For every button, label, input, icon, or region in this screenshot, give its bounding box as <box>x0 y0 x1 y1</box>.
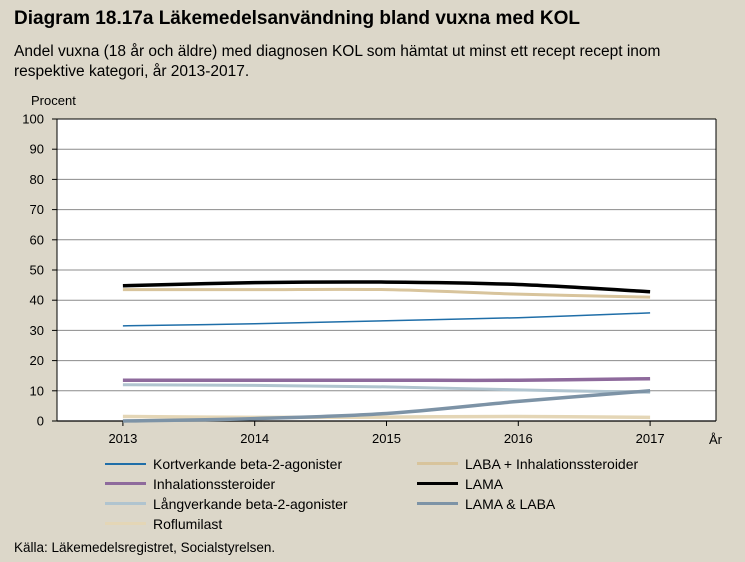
legend-label: Kortverkande beta-2-agonister <box>153 455 343 472</box>
legend-item: LAMA <box>417 474 717 493</box>
x-tick-label: 2014 <box>240 431 269 446</box>
y-tick-label: 10 <box>30 383 44 398</box>
y-tick-label: 40 <box>30 293 44 308</box>
series-line-inhalationssteroider <box>122 376 651 383</box>
y-tick-label: 100 <box>22 112 44 127</box>
series-line-långverkande-beta-2-agonister <box>122 383 651 394</box>
y-tick-label: 0 <box>37 414 44 429</box>
chart-title: Diagram 18.17a Läkemedelsanvändning blan… <box>14 8 580 29</box>
x-axis-label: År <box>709 432 723 447</box>
y-tick-label: 90 <box>30 142 44 157</box>
x-tick-label: 2017 <box>636 431 665 446</box>
legend-label: Långverkande beta-2-agonister <box>153 495 348 512</box>
legend-item: LAMA & LABA <box>417 494 717 513</box>
legend-swatch <box>417 502 458 505</box>
y-tick-label: 60 <box>30 232 44 247</box>
series-line-lama-laba <box>122 389 651 423</box>
line-chart: Procent År 0 10 20 30 40 50 60 70 80 90 100 2013 201… <box>22 93 723 447</box>
legend-label: Inhalationssteroider <box>153 475 276 492</box>
legend-item: Kortverkande beta-2-agonister <box>105 454 417 473</box>
y-tick-label: 30 <box>30 323 44 338</box>
x-tick-label: 2015 <box>372 431 401 446</box>
legend-item: Inhalationssteroider <box>105 474 417 493</box>
legend-swatch <box>105 522 146 525</box>
legend-swatch <box>417 462 458 465</box>
legend-item: Långverkande beta-2-agonister <box>105 494 417 513</box>
y-tick-label: 80 <box>30 172 44 187</box>
legend-label: LAMA <box>465 475 504 492</box>
legend: Kortverkande beta-2-agonister LABA + Inha… <box>105 454 725 533</box>
legend-label: Roflumilast <box>153 515 223 532</box>
plot-area: 0 10 20 30 40 50 60 70 80 90 100 2013 2014 2015 2016 20… <box>22 112 717 446</box>
series-line-roflumilast <box>122 414 651 420</box>
legend-item: Roflumilast <box>105 514 417 533</box>
legend-swatch <box>417 482 458 485</box>
y-axis-label: Procent <box>31 93 76 108</box>
legend-swatch <box>105 502 146 505</box>
legend-swatch <box>105 482 146 485</box>
x-tick-label: 2013 <box>108 431 137 446</box>
y-tick-label: 20 <box>30 353 44 368</box>
chart-subtitle: Andel vuxna (18 år och äldre) med diagno… <box>14 43 661 80</box>
y-tick-label: 50 <box>30 263 44 278</box>
series-line-kortverkande-beta-2-agonister <box>122 312 651 327</box>
legend-label: LABA + Inhalationssteroider <box>465 455 639 472</box>
series-line-lama <box>122 280 651 294</box>
series-line-laba-inhalationssteroider <box>122 287 651 299</box>
legend-item: LABA + Inhalationssteroider <box>417 454 717 473</box>
y-tick-label: 70 <box>30 202 44 217</box>
x-tick-label: 2016 <box>504 431 533 446</box>
legend-swatch <box>105 462 146 465</box>
source-note: Källa: Läkemedelsregistret, Socialstyrel… <box>14 540 276 555</box>
legend-label: LAMA & LABA <box>465 495 556 512</box>
